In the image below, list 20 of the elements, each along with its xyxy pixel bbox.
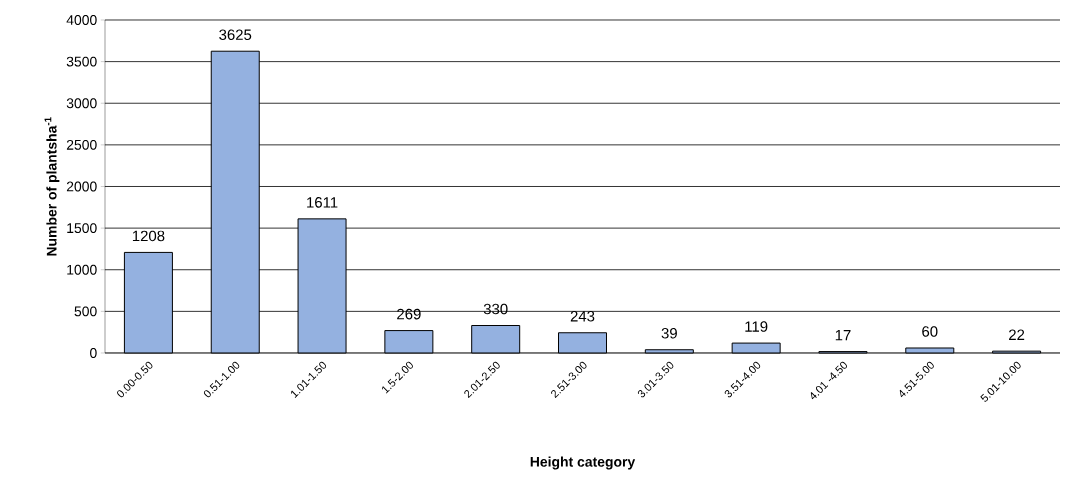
data-label: 243 <box>570 310 595 322</box>
y-tick-label: 3500 <box>66 56 97 67</box>
data-label: 17 <box>835 330 851 341</box>
y-tick-label: 0 <box>90 348 97 358</box>
y-tick-label: 1000 <box>67 264 97 275</box>
data-label: 39 <box>661 327 677 339</box>
y-tick-label: 500 <box>74 306 97 317</box>
y-axis-title: Number of plantsha$^{-1}$ <box>44 117 60 256</box>
y-tick-label: 4000 <box>66 15 97 25</box>
y-tick-label: 2000 <box>66 181 97 192</box>
data-label: 119 <box>745 321 768 332</box>
data-label: 3625 <box>219 29 252 40</box>
y-tick-label: 2500 <box>66 139 97 150</box>
data-label: 60 <box>922 326 938 337</box>
y-tick-label: 1500 <box>67 223 97 234</box>
data-label: 22 <box>1009 329 1025 340</box>
data-label: 1208 <box>132 230 165 242</box>
x-axis-title: Height category <box>530 456 636 470</box>
data-label: 1611 <box>307 197 338 208</box>
y-tick-label: 3000 <box>66 98 97 109</box>
